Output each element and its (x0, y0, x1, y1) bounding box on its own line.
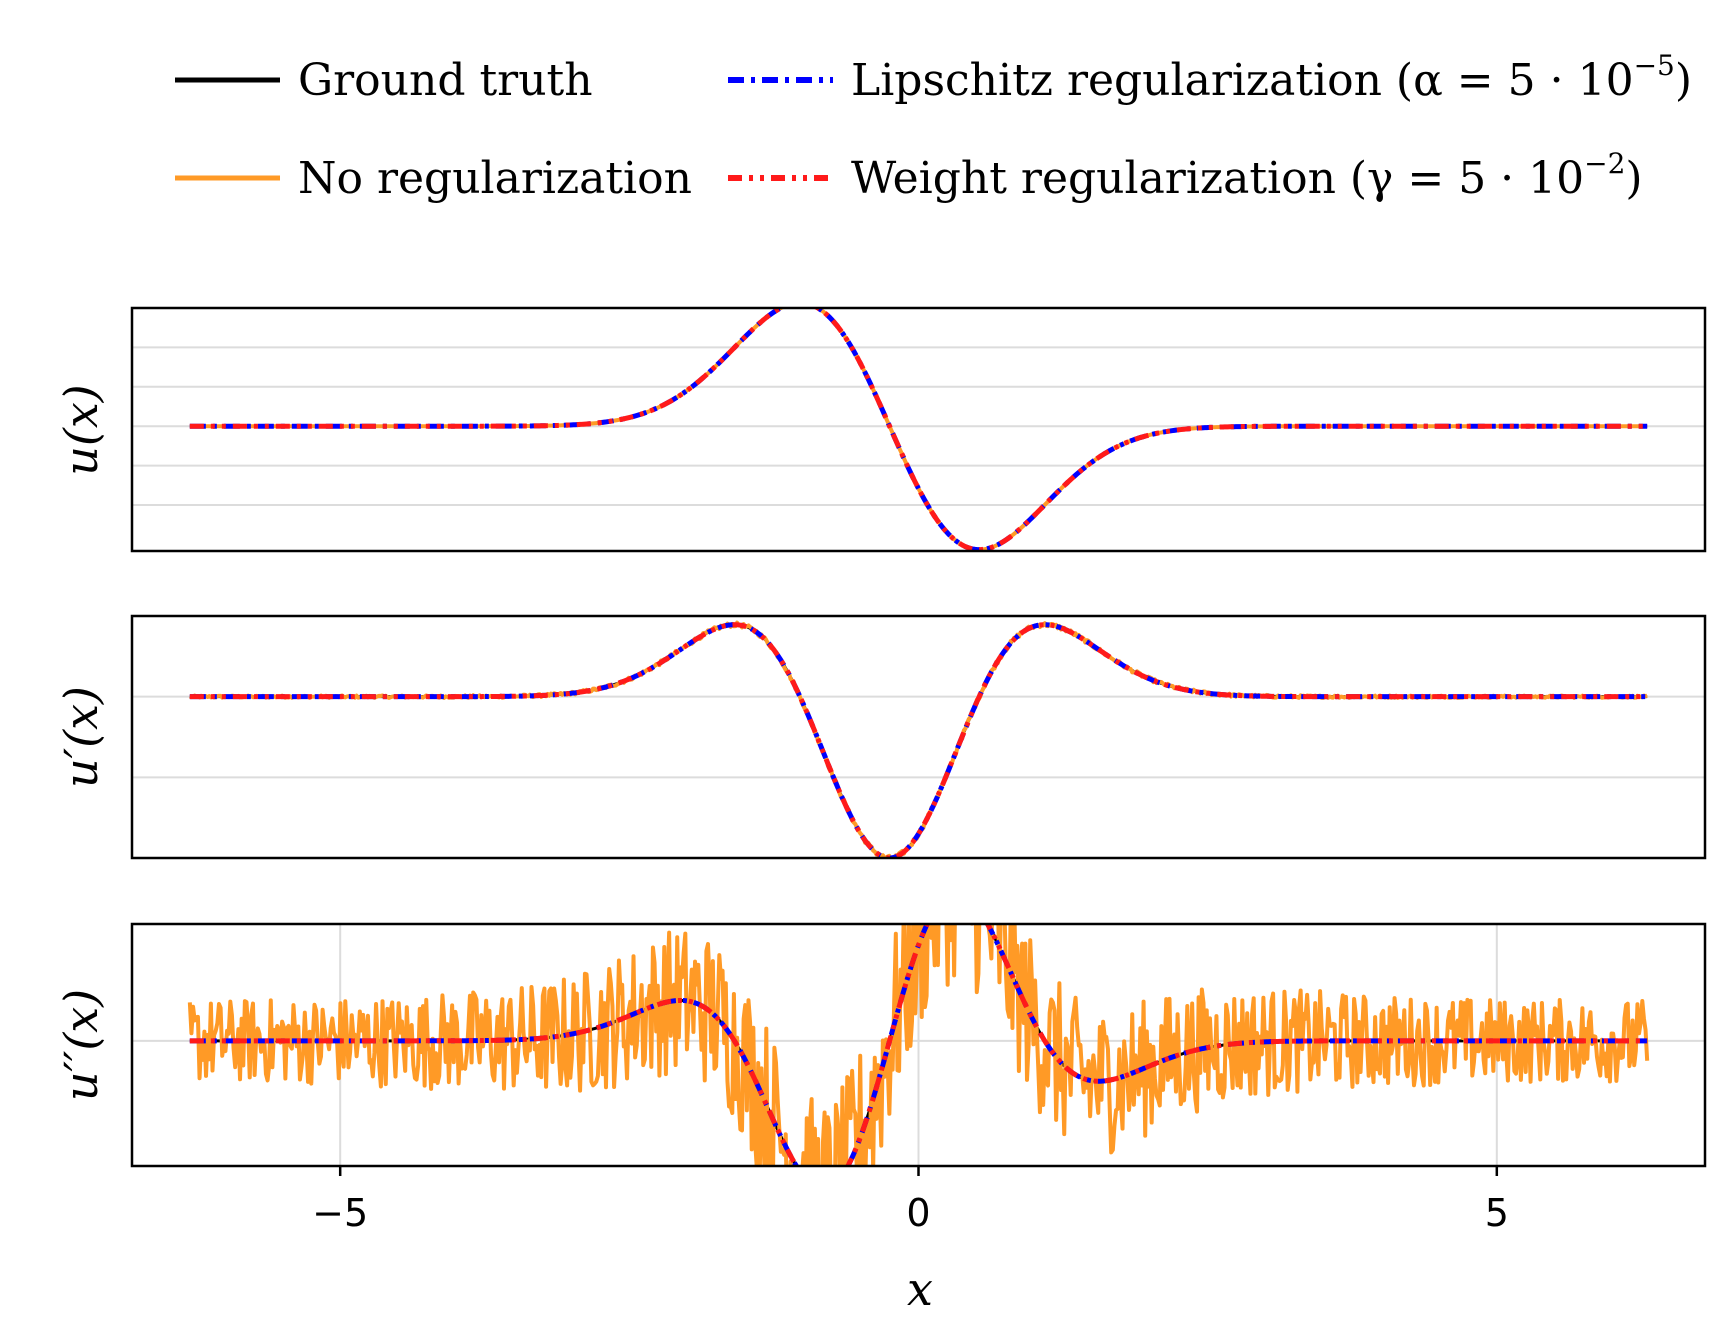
panel-du-ylabel: u′(x) (54, 686, 108, 788)
legend-item-lipschitz: Lipschitz regularization (α = 5 · 10−5) (728, 49, 1692, 106)
series-line-no (188, 620, 1648, 858)
legend-item-no-regularization: No regularization (175, 153, 692, 204)
legend-label-weight: Weight regularization (γ = 5 · 10−2) (851, 147, 1643, 204)
legend-item-ground-truth: Ground truth (175, 55, 593, 106)
legend-item-weight: Weight regularization (γ = 5 · 10−2) (728, 147, 1643, 204)
x-tick-label: 0 (906, 1191, 930, 1235)
series-line-ground (189, 623, 1648, 858)
panel-ddu-series (187, 924, 1650, 1166)
panel-ddu-ylabel: u′′(x) (54, 989, 108, 1101)
panel-u: u(x) (54, 306, 1707, 553)
panel-du-series (188, 620, 1649, 858)
panel-u-ylabel: u(x) (54, 384, 108, 475)
legend-label-lipschitz: Lipschitz regularization (α = 5 · 10−5) (851, 49, 1692, 106)
series-line-weight (188, 924, 1649, 1166)
x-tick-label: −5 (312, 1191, 368, 1235)
panel-ddu: u′′(x) −5 0 5 x (54, 922, 1707, 1316)
series-line-weight (188, 308, 1649, 551)
panel-u-series (188, 308, 1649, 551)
panel-du-frame (130, 614, 1707, 860)
x-axis-label: x (907, 1262, 933, 1316)
series-line-lipschitz (188, 622, 1649, 858)
x-tick-label: 5 (1485, 1191, 1509, 1235)
legend: Ground truth Lipschitz regularization (α… (175, 49, 1692, 204)
panel-du: u′(x) (54, 614, 1707, 860)
panel-ddu-xticks: −5 0 5 (312, 1166, 1509, 1235)
legend-label-ground-truth: Ground truth (298, 55, 593, 106)
legend-label-no-regularization: No regularization (298, 153, 692, 204)
panel-u-frame (130, 306, 1707, 553)
series-line-weight (188, 622, 1649, 858)
